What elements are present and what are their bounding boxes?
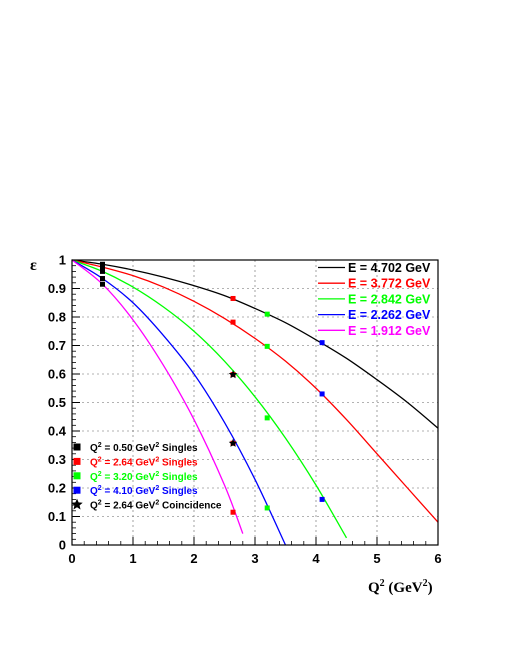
data-point-1 [100,264,105,270]
y-tick-label: 0 [59,538,66,553]
legend-point-label: Q2 = 2.64 GeV2 Singles [90,456,198,468]
legend-point-marker [73,443,81,451]
data-point-14 [264,415,270,421]
legend-point-label-mid: = 3.20 GeV [102,472,156,483]
x-tick-label: 3 [251,551,258,566]
data-point-3 [100,276,105,282]
y-tick-label: 0.9 [48,281,66,296]
x-axis-title: Q2 (GeV2) [368,578,433,596]
data-point-4 [100,281,105,287]
data-point-5 [230,295,236,301]
legend-point-label-pre: Q [90,457,98,468]
curve-0 [71,259,439,429]
legend-point-marker [73,457,81,465]
legend-point-label-mid: = 4.10 GeV [102,486,156,497]
x-axis-title-unit-sup: 2 [423,578,428,589]
x-tick-label: 5 [373,551,380,566]
legend-curve-label: E = 4.702 GeV [348,261,431,275]
y-tick-label: 0.5 [48,395,66,410]
grid-lines [72,260,438,545]
legend-point-label: Q2 = 4.10 GeV2 Singles [90,485,198,497]
legend-point-label-sup2: 2 [155,471,159,478]
legend-point-label-sup: 2 [98,485,102,492]
legend-point-label: Q2 = 2.64 GeV2 Coincidence [90,500,222,512]
legend-point-label-post: Coincidence [159,501,222,512]
legend-point-label-mid: = 2.64 GeV [102,457,156,468]
y-axis-title: ε [30,257,37,274]
curve-1 [71,259,439,523]
x-tick-label: 2 [190,551,197,566]
data-point-13 [264,343,270,349]
data-point-9 [230,509,236,515]
data-point-10 [228,370,238,379]
legend-point-label-sup: 2 [98,471,102,478]
data-point-2 [100,268,105,274]
legend-point-marker [71,498,83,510]
y-tick-label: 0.1 [48,509,66,524]
legend-point-label-post: Singles [159,472,198,483]
x-axis-title-unit-open: (GeV [385,580,423,596]
legend-curve-label: E = 2.262 GeV [348,308,431,322]
data-point-17 [319,391,325,397]
y-tick-label: 0.4 [48,424,67,439]
legend-point-marker [73,472,81,480]
legend-point-label-post: Singles [159,486,198,497]
x-tick-label: 1 [129,551,136,566]
x-axis-title-sup: 2 [380,578,385,589]
y-tick-label: 0.6 [48,367,66,382]
legend-point-label: Q2 = 0.50 GeV2 Singles [90,442,198,454]
legend-curve-label: E = 1.912 GeV [348,324,431,338]
y-tick-label: 0.8 [48,310,66,325]
legend-curve-label: E = 3.772 GeV [348,277,431,291]
legend-point-label-sup2: 2 [155,485,159,492]
data-point-15 [264,505,270,511]
data-point-12 [264,311,270,317]
legend-point-label-sup: 2 [98,500,102,507]
x-tick-label: 0 [68,551,75,566]
data-point-16 [319,340,325,346]
legend-point-label-pre: Q [90,486,98,497]
legend-point-label-sup2: 2 [155,442,159,449]
x-axis-title-base: Q [368,580,380,596]
y-tick-label: 0.2 [48,481,66,496]
legend-point-label-post: Singles [159,457,198,468]
curve-2 [71,259,348,539]
axis-ticks: 0 1 2 3 4 5 6 0 0.1 0.2 0.3 0.4 0.5 0.6 0.7 0.8 0.9 1 [48,253,442,567]
legend-point-label-pre: Q [90,443,98,454]
legend-point-label-pre: Q [90,501,98,512]
data-point-18 [319,496,325,502]
legend-point-label-sup2: 2 [155,456,159,463]
data-point-6 [230,319,236,325]
legend-point-label-pre: Q [90,472,98,483]
legend-curve-label: E = 2.842 GeV [348,292,431,306]
y-tick-label: 0.3 [48,452,66,467]
legend-point-label: Q2 = 3.20 GeV2 Singles [90,471,198,483]
curve-3 [71,259,287,546]
legend-point-label-mid: = 2.64 GeV [102,501,156,512]
data-point-11 [228,438,238,447]
legend-point-label-sup: 2 [98,442,102,449]
legend-point-marker [73,486,81,494]
x-tick-label: 4 [312,551,320,566]
legend-point-label-post: Singles [159,443,198,454]
x-axis-title-unit-close: ) [428,580,433,596]
y-tick-label: 1 [59,253,66,268]
y-tick-label: 0.7 [48,338,66,353]
data-points [100,261,325,515]
legend-point-label-sup: 2 [98,456,102,463]
x-tick-label: 6 [434,551,441,566]
data-point-0 [100,261,105,267]
legend-point-label-sup2: 2 [155,500,159,507]
legend-point-label-mid: = 0.50 GeV [102,443,156,454]
